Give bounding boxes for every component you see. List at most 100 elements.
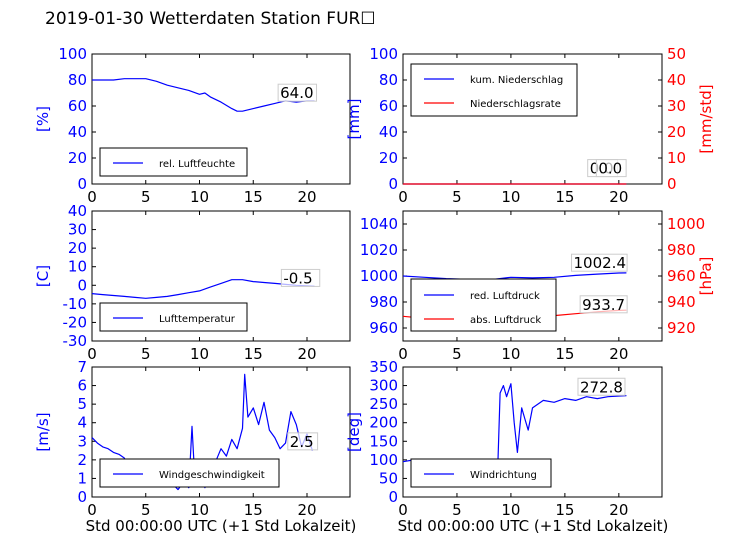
y-right-tick-label: 920	[667, 319, 696, 337]
y-right-tick-label: 940	[667, 293, 696, 311]
annotation-box	[571, 253, 628, 272]
x-tick-label: 0	[87, 188, 97, 206]
y-tick-label: 10	[68, 258, 87, 276]
y-tick-label: 0	[388, 175, 398, 193]
x-tick-label: 20	[609, 345, 628, 363]
legend-label: kum. Niederschlag	[470, 75, 563, 86]
y-right-tick-label: 0	[667, 175, 677, 193]
annotation-value: 1002.4	[574, 254, 627, 272]
y-tick-label: 80	[68, 71, 87, 89]
panel-wind-direction: 0 5 10 15 20050100150200250300350[deg]272.8W…	[345, 358, 663, 519]
x-tick-label: 20	[297, 501, 316, 519]
y-tick-label: 40	[379, 123, 398, 141]
panel-pressure: 0 5 10 15 20 960 980 1000 1020 1040 920 940 960 980 10…	[360, 210, 715, 363]
x-tick-label: 5	[141, 345, 151, 363]
y-tick-label: 350	[369, 358, 398, 376]
y-axis-label: [mm]	[345, 99, 363, 140]
y-tick-label: 0	[77, 488, 87, 506]
y-right-axis-label: [mm/std]	[697, 84, 715, 153]
x-tick-label: 15	[555, 188, 574, 206]
legend-box	[410, 458, 552, 488]
annotation-box	[595, 159, 627, 178]
x-tick-label: 10	[501, 345, 520, 363]
x-axis-label-left: Std 00:00:00 UTC (+1 Std Lokalzeit)	[86, 517, 357, 535]
y-right-tick-label: 960	[667, 267, 696, 285]
x-tick-label: 10	[190, 345, 209, 363]
y-axis-label: [C]	[34, 265, 52, 287]
annotation-box	[577, 377, 626, 396]
y-tick-label: 250	[369, 395, 398, 413]
legend-box	[99, 147, 248, 177]
annotation-box	[579, 295, 628, 314]
annotation-value: -0.5	[283, 269, 312, 287]
legend-label: Windgeschwindigkeit	[159, 470, 265, 481]
y-tick-label: 80	[379, 71, 398, 89]
y-tick-label: 2	[77, 451, 87, 469]
y-tick-label: 100	[369, 451, 398, 469]
y-tick-label: -20	[63, 313, 88, 331]
y-tick-label: 5	[77, 395, 87, 413]
series-line-1	[92, 78, 315, 112]
legend-label: rel. Luftfeuchte	[159, 159, 235, 170]
y-tick-label: 0	[388, 488, 398, 506]
y-axis-label: [%]	[34, 106, 52, 132]
y-tick-label: 1	[77, 469, 87, 487]
y-right-tick-label: 980	[667, 241, 696, 259]
y-right-tick-label: 10	[667, 149, 686, 167]
annotation-box	[280, 268, 321, 287]
x-tick-label: 5	[452, 345, 462, 363]
legend-box	[99, 458, 280, 488]
y-tick-label: 7	[77, 358, 87, 376]
annotation-value: 933.7	[582, 296, 625, 314]
annotation-box	[287, 432, 319, 451]
legend-label: Windrichtung	[470, 470, 537, 481]
x-tick-label: 10	[190, 501, 209, 519]
y-right-tick-label: 20	[667, 123, 686, 141]
y-tick-label: 40	[68, 202, 87, 220]
y-tick-label: 0	[77, 175, 87, 193]
y-tick-label: 150	[369, 432, 398, 450]
y-right-tick-label: 30	[667, 97, 686, 115]
y-tick-label: -30	[63, 332, 88, 350]
x-tick-label: 0	[398, 501, 408, 519]
panel-humidity: 0 5 10 15 20 0 20 40 60 80 100 [%] 64.0 rel. Luftfeuc…	[34, 45, 351, 206]
x-tick-label: 5	[141, 188, 151, 206]
figure-title: 2019-01-30 Wetterdaten Station FUR☐	[45, 9, 376, 29]
x-tick-label: 10	[190, 188, 209, 206]
x-tick-label: 15	[555, 345, 574, 363]
legend-box	[410, 278, 557, 332]
x-tick-label: 0	[87, 501, 97, 519]
y-tick-label: 20	[68, 149, 87, 167]
y-tick-label: 0	[77, 276, 87, 294]
annotation-box	[277, 83, 318, 102]
y-tick-label: -10	[63, 295, 88, 313]
y-tick-label: 100	[58, 45, 87, 63]
x-tick-label: 10	[501, 501, 520, 519]
y-tick-label: 3	[77, 432, 87, 450]
x-tick-label: 5	[452, 188, 462, 206]
y-tick-label: 30	[68, 221, 87, 239]
y-tick-label: 50	[379, 469, 398, 487]
annotation-value: 64.0	[280, 84, 313, 102]
x-tick-label: 20	[297, 345, 316, 363]
x-tick-label: 15	[244, 501, 263, 519]
y-tick-label: 1020	[360, 241, 398, 259]
legend-box	[410, 63, 578, 117]
x-tick-label: 15	[244, 345, 263, 363]
legend-label: abs. Luftdruck	[470, 315, 541, 326]
annotation-value: 2.5	[290, 433, 314, 451]
annotation-value: 272.8	[580, 378, 623, 396]
panel-precipitation: 0 5 10 15 20 0 20 40 60 80 100 0 10 20 30 40 50 [mm] [mm/s…	[345, 45, 715, 206]
series-line-1	[402, 272, 627, 281]
y-tick-label: 200	[369, 414, 398, 432]
y-right-axis-label: [hPa]	[697, 257, 715, 296]
y-tick-label: 4	[77, 414, 87, 432]
x-tick-label: 20	[297, 188, 316, 206]
y-right-tick-label: 50	[667, 45, 686, 63]
x-tick-label: 15	[244, 188, 263, 206]
y-right-tick-label: 1000	[667, 215, 705, 233]
y-tick-label: 980	[369, 293, 398, 311]
